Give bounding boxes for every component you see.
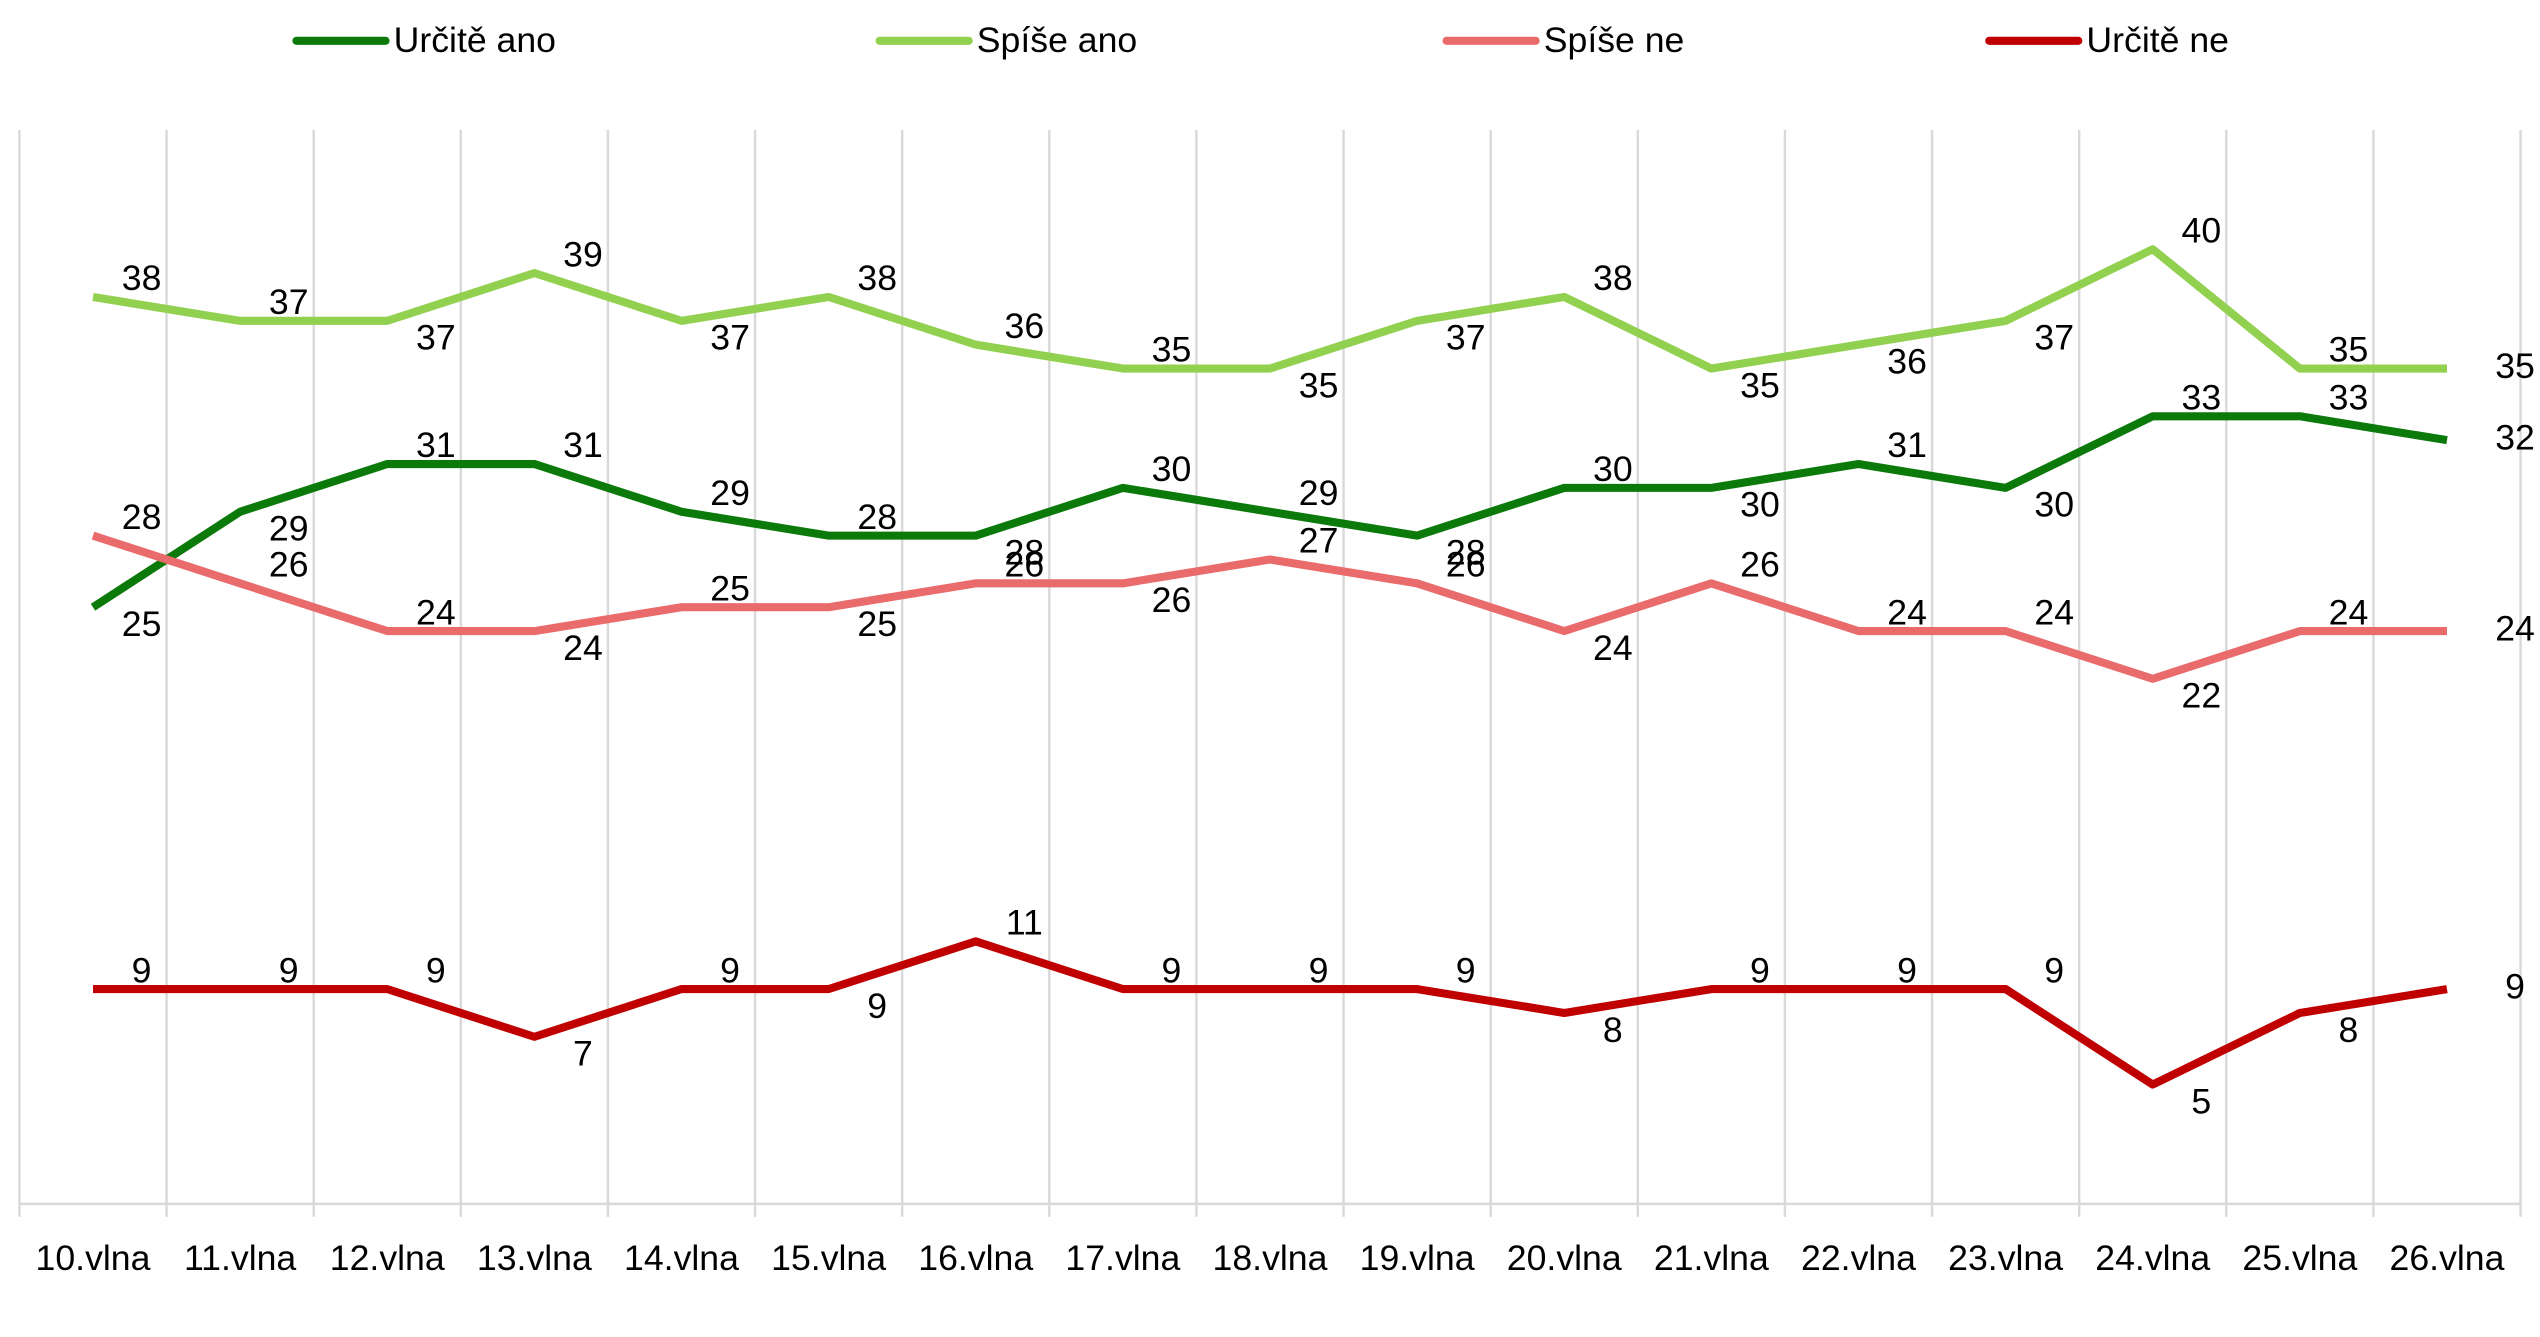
- x-tick-label: 22.vlna: [1801, 1238, 1916, 1278]
- x-tick-label: 18.vlna: [1213, 1238, 1328, 1278]
- data-label: 9: [2044, 950, 2064, 990]
- series-line: [93, 937, 2448, 1089]
- x-tick-label: 14.vlna: [624, 1238, 739, 1278]
- data-label: 26: [1446, 545, 1486, 585]
- data-label: 33: [2182, 377, 2222, 417]
- data-label: 35: [2495, 346, 2535, 386]
- data-label: 28: [857, 497, 897, 537]
- x-tick-label: 13.vlna: [477, 1238, 592, 1278]
- data-label: 9: [1456, 950, 1476, 990]
- data-label: 30: [1593, 449, 1633, 489]
- data-label: 9: [1162, 950, 1182, 990]
- x-tick-label: 16.vlna: [918, 1238, 1033, 1278]
- data-label: 38: [122, 258, 162, 298]
- x-tick-label: 25.vlna: [2242, 1238, 2357, 1278]
- data-label: 24: [2034, 592, 2074, 632]
- data-label: 27: [1299, 521, 1339, 561]
- data-label: 9: [1309, 950, 1329, 990]
- data-label: 9: [867, 986, 887, 1026]
- x-tick-label: 19.vlna: [1360, 1238, 1475, 1278]
- data-label: 33: [2329, 377, 2369, 417]
- data-label: 28: [122, 497, 162, 537]
- data-label: 35: [1299, 365, 1339, 405]
- x-tick-label: 24.vlna: [2095, 1238, 2210, 1278]
- data-label: 9: [132, 950, 152, 990]
- series-line: [90, 412, 2448, 611]
- data-label: 36: [1005, 306, 1045, 346]
- data-label: 36: [1887, 342, 1927, 382]
- data-label: 26: [269, 545, 309, 585]
- data-label: 40: [2182, 210, 2222, 250]
- data-label: 5: [2191, 1081, 2211, 1121]
- data-label: 37: [269, 282, 309, 322]
- data-label: 26: [1152, 580, 1192, 620]
- legend-label: Určitě ne: [2086, 20, 2229, 60]
- data-label: 37: [2034, 318, 2074, 358]
- x-tick-label: 12.vlna: [330, 1238, 445, 1278]
- x-tick-label: 15.vlna: [771, 1238, 886, 1278]
- data-label: 30: [1152, 449, 1192, 489]
- data-label: 22: [2182, 676, 2222, 716]
- data-label: 25: [122, 604, 162, 644]
- data-label: 25: [857, 604, 897, 644]
- data-label: 24: [2495, 608, 2535, 648]
- data-label: 8: [2339, 1010, 2359, 1050]
- data-label: 11: [1006, 903, 1043, 943]
- data-label: 24: [416, 592, 456, 632]
- data-label: 37: [1446, 318, 1486, 358]
- data-label: 28: [1446, 532, 1486, 572]
- legend-label: Určitě ano: [394, 20, 556, 60]
- data-label: 9: [426, 950, 446, 990]
- data-label: 29: [710, 473, 750, 513]
- data-label: 35: [2329, 330, 2369, 370]
- data-label: 29: [1299, 473, 1339, 513]
- data-label: 35: [1740, 365, 1780, 405]
- data-label: 29: [269, 509, 309, 549]
- x-tick-label: 21.vlna: [1654, 1238, 1769, 1278]
- data-label: 35: [1152, 330, 1192, 370]
- data-label: 24: [1593, 628, 1633, 668]
- series-line: [92, 245, 2448, 373]
- x-tick-label: 10.vlna: [36, 1238, 151, 1278]
- data-label: 32: [2495, 418, 2535, 458]
- data-label: 37: [416, 318, 456, 358]
- data-label: 9: [279, 950, 299, 990]
- data-label: 26: [1005, 545, 1045, 585]
- data-label: 24: [2329, 592, 2369, 632]
- x-tick-label: 26.vlna: [2390, 1238, 2505, 1278]
- data-label: 39: [563, 234, 603, 274]
- data-label: 9: [1897, 950, 1917, 990]
- data-label: 26: [1740, 545, 1780, 585]
- data-label: 38: [1593, 258, 1633, 298]
- series-line: [91, 531, 2448, 683]
- data-label: 30: [1740, 485, 1780, 525]
- data-label: 24: [563, 628, 603, 668]
- data-label: 9: [720, 950, 740, 990]
- legend-label: Spíše ano: [977, 20, 1137, 60]
- data-label: 31: [416, 425, 456, 465]
- legend-label: Spíše ne: [1544, 20, 1685, 60]
- data-label: 9: [1750, 950, 1770, 990]
- data-label: 38: [857, 258, 897, 298]
- data-label: 25: [710, 568, 750, 608]
- data-label: 31: [563, 425, 603, 465]
- x-tick-label: 20.vlna: [1507, 1238, 1622, 1278]
- data-label: 24: [1887, 592, 1927, 632]
- x-tick-label: 11.vlna: [184, 1238, 296, 1278]
- x-tick-label: 23.vlna: [1948, 1238, 2063, 1278]
- data-label: 9: [2505, 966, 2525, 1006]
- data-label: 31: [1887, 425, 1927, 465]
- data-label: 30: [2034, 485, 2074, 525]
- x-tick-label: 17.vlna: [1065, 1238, 1180, 1278]
- data-label: 8: [1603, 1010, 1623, 1050]
- data-label: 28: [1005, 532, 1045, 572]
- data-label: 7: [573, 1034, 593, 1074]
- data-label: 37: [710, 318, 750, 358]
